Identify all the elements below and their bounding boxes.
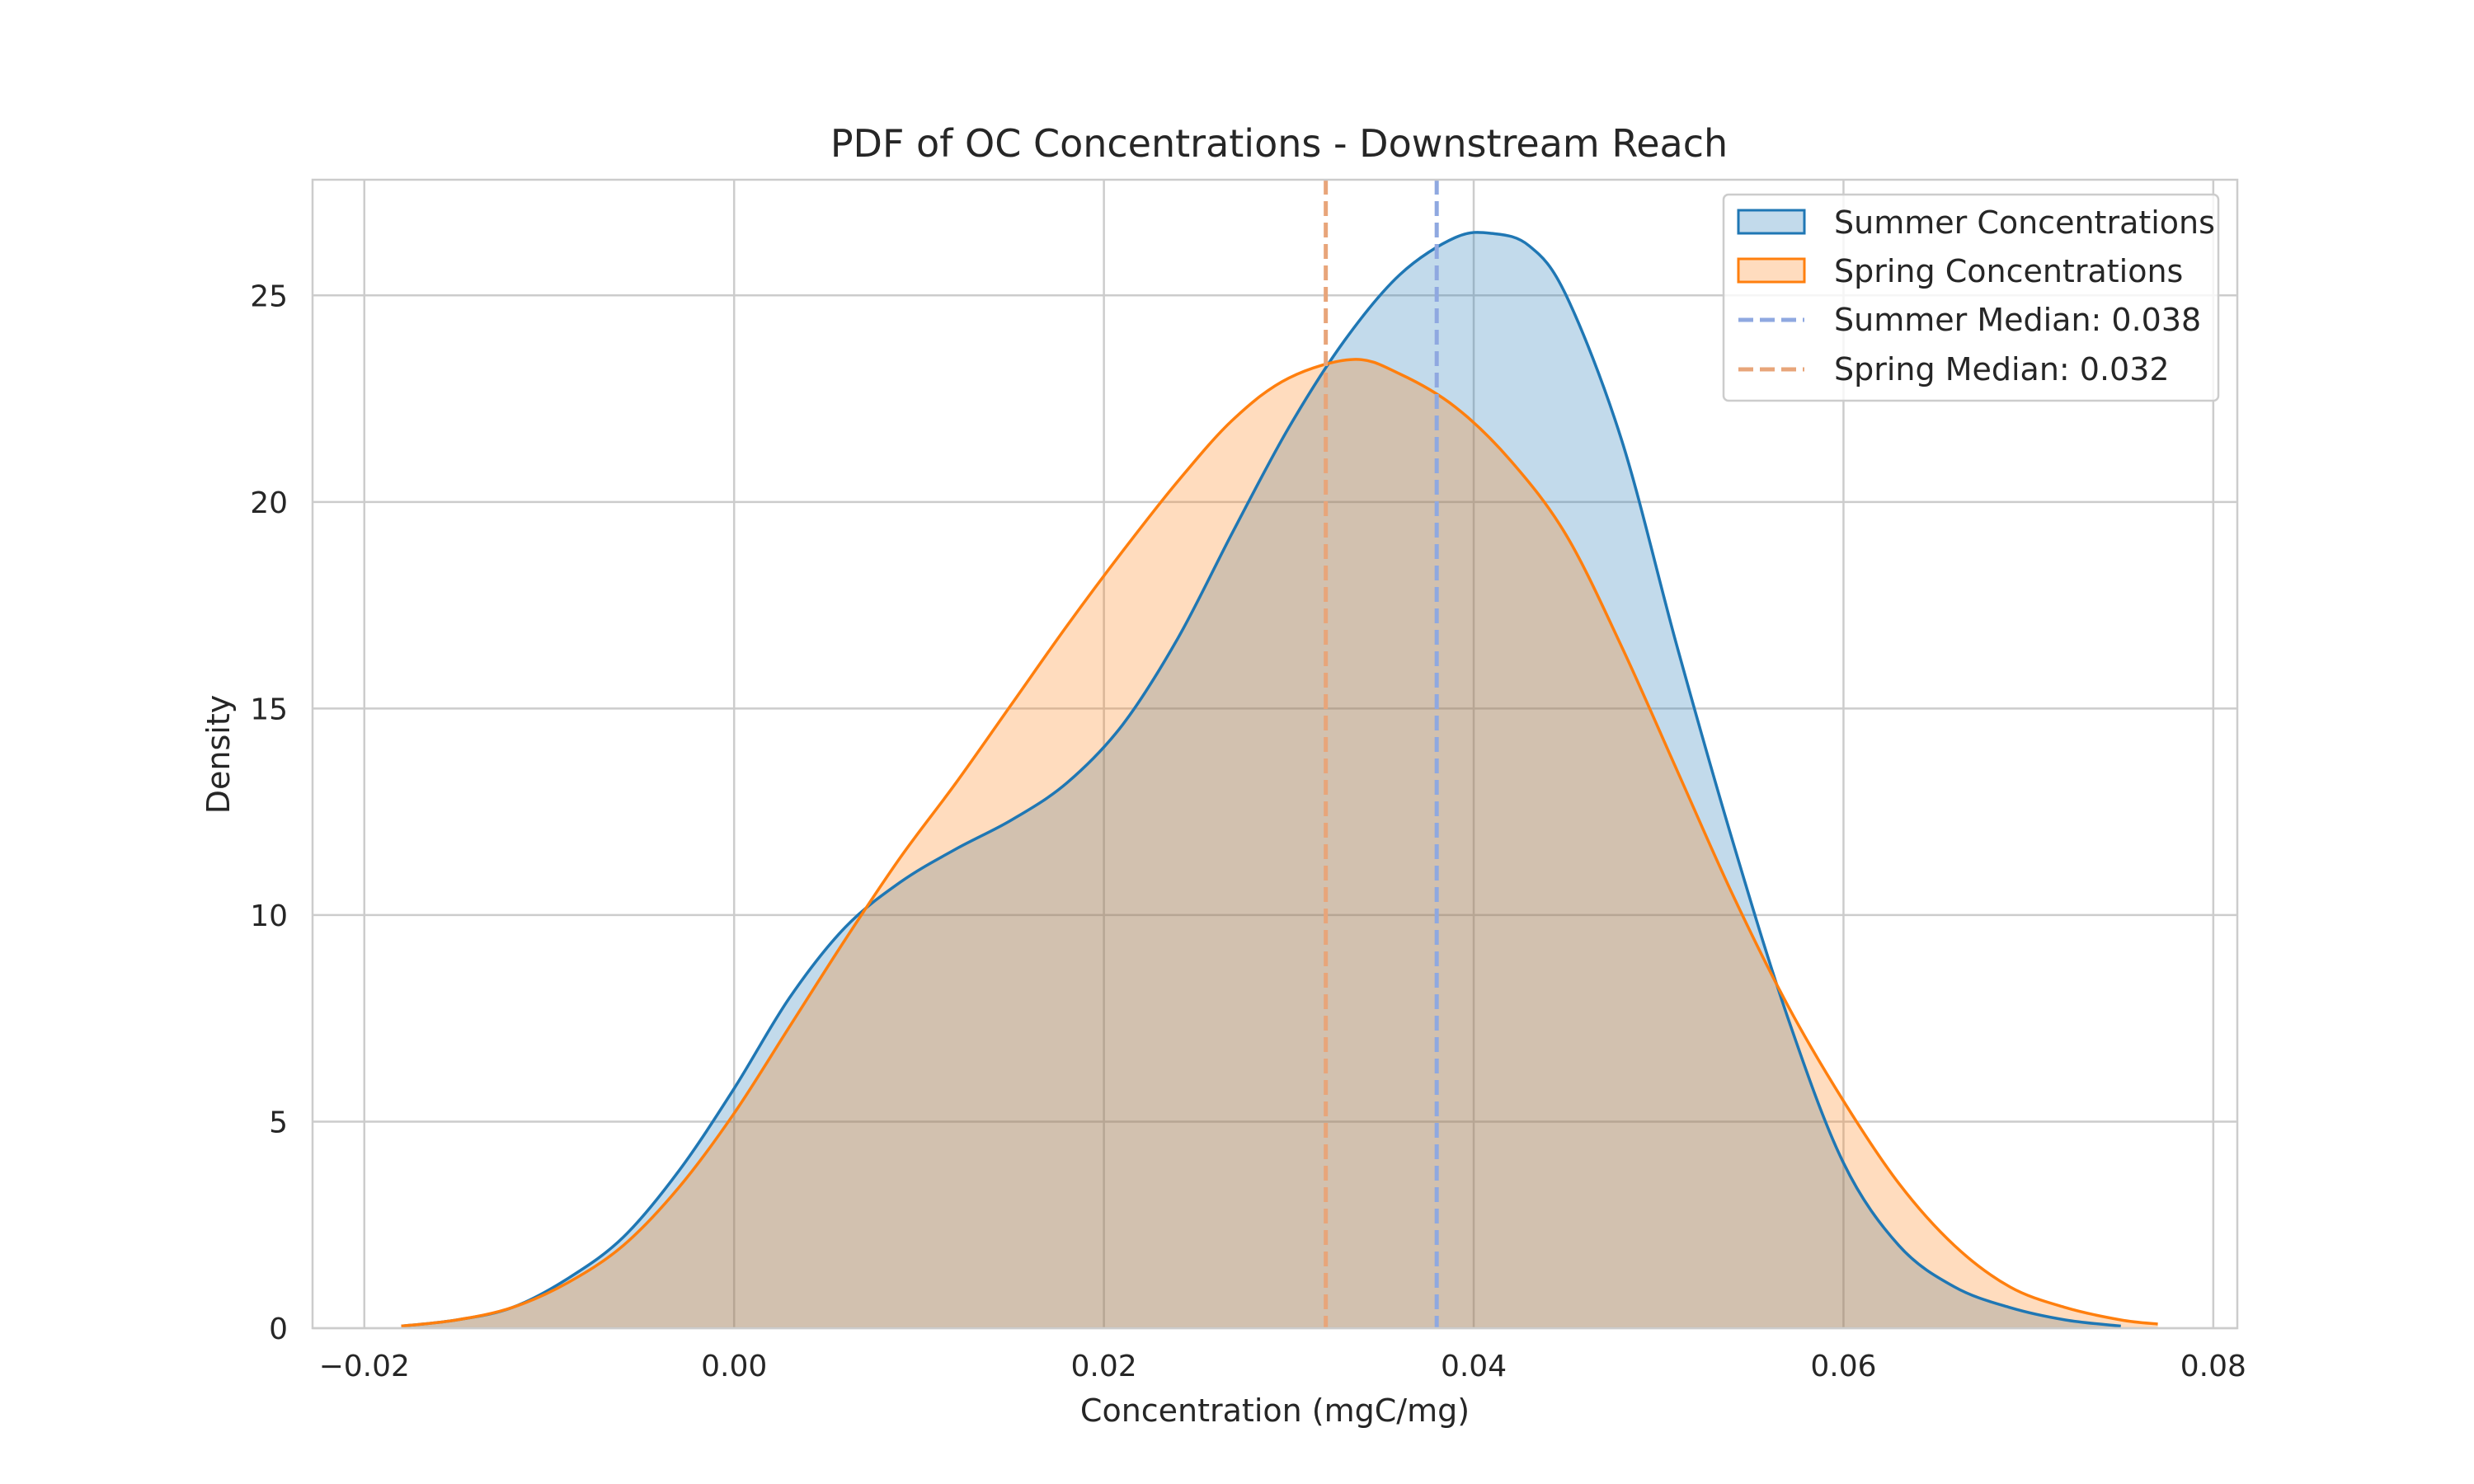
legend-swatch-summer bbox=[1737, 209, 1806, 235]
median-lines bbox=[1324, 180, 1439, 1328]
y-tick-label: 25 bbox=[250, 279, 288, 313]
legend: Summer Concentrations Spring Concentrati… bbox=[1722, 193, 2220, 402]
y-tick-label: 10 bbox=[250, 899, 288, 933]
series-lines bbox=[401, 231, 2158, 1328]
x-tick-label: 0.06 bbox=[1810, 1350, 1876, 1383]
legend-label-spring: Spring Concentrations bbox=[1834, 253, 2183, 289]
chart-title: PDF of OC Concentrations - Downstream Re… bbox=[830, 121, 1728, 166]
x-tick-label: 0.02 bbox=[1071, 1350, 1137, 1383]
series-fills bbox=[401, 232, 2158, 1328]
y-tick-label: 5 bbox=[269, 1106, 288, 1139]
legend-frame bbox=[1722, 193, 2220, 402]
x-tick-label: 0.00 bbox=[701, 1350, 767, 1383]
legend-swatch-spring bbox=[1737, 257, 1806, 284]
y-tick-label: 20 bbox=[250, 486, 288, 520]
legend-label-spring-median: Spring Median: 0.032 bbox=[1834, 351, 2170, 387]
x-tick-label: 0.04 bbox=[1441, 1350, 1507, 1383]
series-line-summer bbox=[401, 231, 2121, 1328]
legend-label-summer: Summer Concentrations bbox=[1834, 204, 2215, 241]
plot-frame bbox=[311, 178, 2239, 1330]
y-tick-labels: 0 5 10 15 20 25 bbox=[250, 279, 288, 1346]
x-tick-labels: −0.02 0.00 0.02 0.04 0.06 0.08 bbox=[319, 1350, 2246, 1383]
y-axis-label: Density bbox=[200, 695, 237, 814]
series-area-summer bbox=[401, 232, 2121, 1328]
x-axis-label: Concentration (mgC/mg) bbox=[1080, 1392, 1470, 1429]
y-tick-label: 0 bbox=[269, 1313, 288, 1346]
legend-label-summer-median: Summer Median: 0.038 bbox=[1834, 302, 2201, 338]
series-line-spring bbox=[401, 358, 2158, 1328]
x-tick-label: −0.02 bbox=[319, 1350, 410, 1383]
y-tick-label: 15 bbox=[250, 693, 288, 726]
series-area-spring bbox=[401, 359, 2158, 1328]
x-tick-label: 0.08 bbox=[2180, 1350, 2246, 1383]
